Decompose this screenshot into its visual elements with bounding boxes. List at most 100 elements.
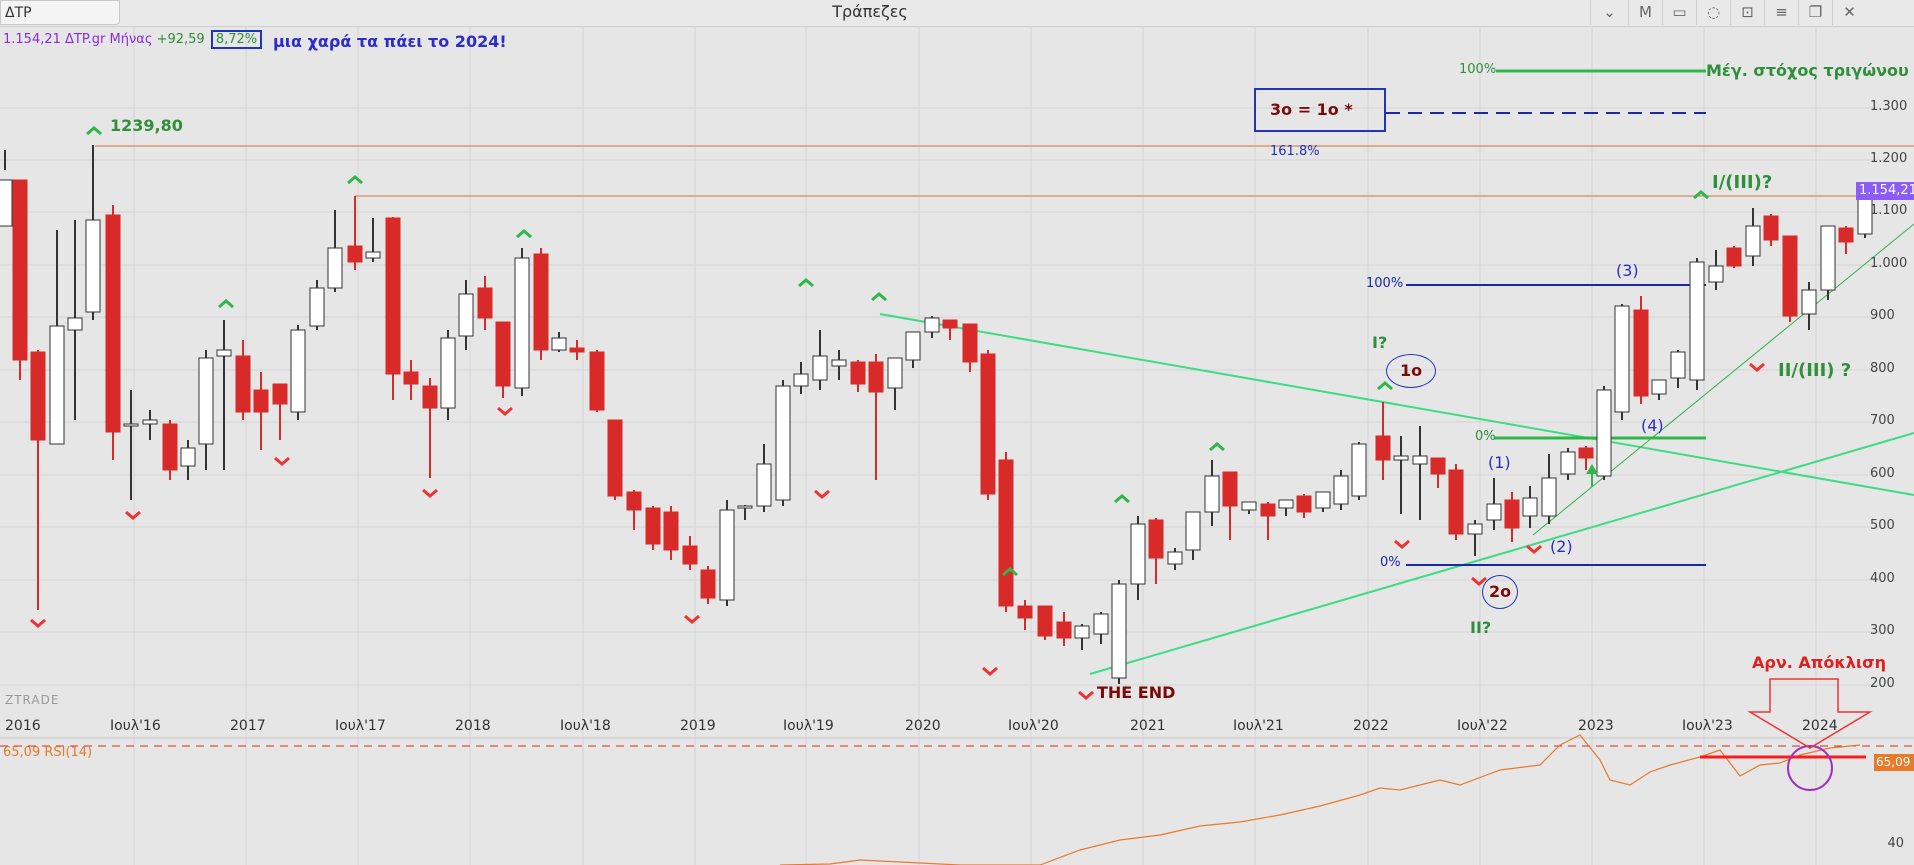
price-tick: 700	[1870, 413, 1895, 428]
swing-high-marker	[798, 278, 814, 288]
candle-body	[1204, 475, 1220, 513]
candle-body	[1486, 503, 1502, 521]
lock-icon[interactable]: ⊡	[1730, 0, 1764, 25]
candle-body	[1578, 447, 1594, 459]
candlestick-series	[0, 145, 1873, 684]
candle-body	[1763, 215, 1779, 241]
swing-low-marker	[1471, 576, 1487, 586]
candle-body	[700, 569, 716, 599]
wave-circle-2: 2ο	[1482, 575, 1518, 609]
time-tick: 2020	[905, 718, 941, 734]
candle-body	[1838, 227, 1854, 243]
candle-body	[1074, 625, 1090, 639]
candle-body	[1801, 289, 1817, 315]
target-box: 3ο = 1ο * 161.8%	[1254, 88, 1386, 159]
candle-body	[1185, 511, 1201, 551]
panel-icon[interactable]: ▭	[1662, 0, 1696, 25]
time-tick: Ιουλ'17	[335, 718, 386, 734]
time-tick: 2021	[1130, 718, 1166, 734]
candle-body	[626, 491, 642, 511]
swing-high-marker	[1114, 494, 1130, 504]
swing-low-marker	[1078, 690, 1094, 700]
swing-low-marker	[274, 456, 290, 466]
price-chart[interactable]	[0, 26, 1914, 865]
current-price-tag: 1.154,21	[1856, 182, 1914, 200]
candle-body	[422, 385, 438, 409]
candle-body	[1633, 309, 1649, 397]
swing-low-marker	[1394, 539, 1410, 549]
fib-100-label: 100%	[1366, 276, 1404, 291]
candle-body	[123, 423, 139, 427]
time-tick: 2017	[230, 718, 266, 734]
restore-icon[interactable]: ❐	[1798, 0, 1832, 25]
candle-body	[569, 347, 585, 353]
price-tick: 1.300	[1870, 99, 1908, 114]
candle-body	[30, 351, 46, 441]
candle-body	[49, 325, 65, 445]
price-tick: 1.000	[1870, 256, 1908, 271]
candle-body	[309, 287, 325, 327]
candle-body	[775, 385, 791, 501]
price-tick: 1.200	[1870, 151, 1908, 166]
high-label: 1239,80	[110, 116, 183, 135]
candle-body	[589, 351, 605, 411]
candle-body	[1375, 435, 1391, 461]
candle-body	[756, 463, 772, 507]
swing-low-marker	[422, 488, 438, 498]
candle-body	[162, 423, 178, 471]
candle-body	[831, 359, 847, 367]
candle-body	[887, 357, 903, 389]
candle-body	[495, 321, 511, 387]
candle-body	[216, 349, 232, 357]
swing-low-marker	[1749, 362, 1765, 372]
candle-body	[1351, 443, 1367, 497]
time-tick: 2019	[680, 718, 716, 734]
candle-body	[327, 247, 343, 289]
symbol-tab[interactable]: ΔTP	[0, 0, 120, 25]
wave-label-ii-iii: II/(III) ?	[1778, 360, 1852, 381]
candle-body	[477, 287, 493, 319]
candle-body	[1708, 265, 1724, 283]
divergence-label: Αρν. Απόκλιση	[1752, 653, 1886, 672]
candle-body	[85, 219, 101, 313]
swing-low-marker	[814, 489, 830, 499]
candle-body	[440, 337, 456, 409]
period-button[interactable]: M	[1628, 0, 1662, 25]
candle-body	[1560, 451, 1576, 475]
the-end-label: THE END	[1097, 683, 1176, 702]
price-tick: 600	[1870, 466, 1895, 481]
candle-body	[1148, 519, 1164, 559]
candle-body	[1596, 389, 1612, 477]
rsi-level-label: 40	[1887, 836, 1904, 851]
candle-body	[1037, 605, 1053, 637]
time-tick: Ιουλ'16	[110, 718, 161, 734]
time-tick: Ιουλ'20	[1008, 718, 1059, 734]
candle-body	[1093, 613, 1109, 635]
swing-high-marker	[86, 126, 102, 136]
wave-3-label: (3)	[1616, 261, 1639, 280]
time-tick: 2022	[1353, 718, 1389, 734]
candle-body	[272, 383, 288, 405]
swing-high-marker	[347, 175, 363, 185]
candle-body	[1333, 475, 1349, 505]
window-title: Τράπεζες	[832, 2, 908, 21]
candle-body	[253, 389, 269, 413]
candle-body	[1670, 351, 1686, 379]
chevron-down-icon[interactable]: ⌄	[1590, 0, 1628, 25]
candle-body	[1315, 491, 1331, 509]
candle-body	[1430, 457, 1446, 475]
candle-body	[719, 509, 735, 601]
price-change: +92,59	[156, 32, 205, 47]
candle-body	[1820, 225, 1836, 291]
candle-body	[737, 505, 753, 509]
close-icon[interactable]: ✕	[1832, 0, 1866, 25]
price-tick: 200	[1870, 676, 1895, 691]
wave-circle-1: 1ο	[1386, 354, 1436, 388]
candle-body	[1745, 225, 1761, 257]
swing-low-marker	[1526, 544, 1542, 554]
candle-body	[365, 251, 381, 259]
chat-icon[interactable]: ◌	[1696, 0, 1730, 25]
rsi-value-tag: 65,09	[1874, 754, 1914, 771]
menu-icon[interactable]: ≡	[1764, 0, 1798, 25]
candle-body	[180, 447, 196, 467]
